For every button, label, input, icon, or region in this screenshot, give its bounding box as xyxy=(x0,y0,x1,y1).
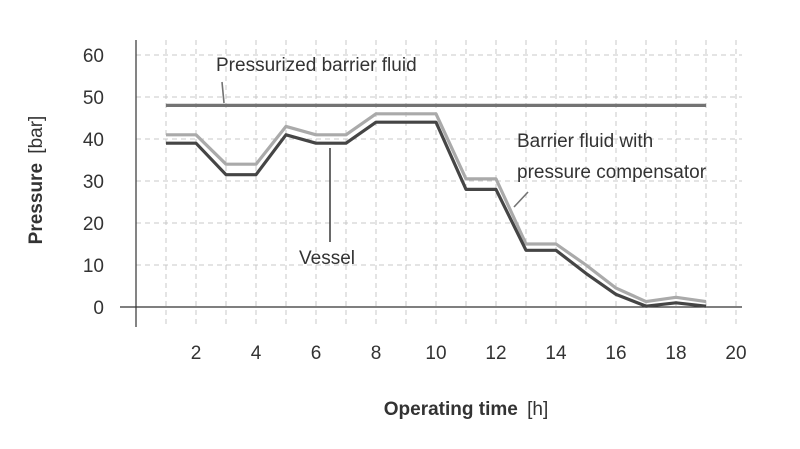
x-tick-label-6: 6 xyxy=(311,343,322,364)
series-lines xyxy=(166,103,707,308)
annotation-compensator-line2: pressure compensator xyxy=(517,162,707,183)
y-tick-label-10: 10 xyxy=(83,256,104,277)
x-tick-label-4: 4 xyxy=(251,343,262,364)
y-axis-title: Pressure [bar] xyxy=(26,116,47,245)
x-tick-label-10: 10 xyxy=(425,343,446,364)
axes xyxy=(120,40,742,327)
y-tick-label-60: 60 xyxy=(83,46,104,67)
x-axis-title-unit: [h] xyxy=(527,399,548,420)
y-tick-label-30: 30 xyxy=(83,172,104,193)
annotation-vessel: Vessel xyxy=(299,248,355,269)
x-tick-label-16: 16 xyxy=(605,343,626,364)
series-vessel xyxy=(166,120,707,308)
x-tick-label-18: 18 xyxy=(665,343,686,364)
tick-labels: 0 10 20 30 40 50 60 2 4 6 8 10 12 14 16 18 20 xyxy=(83,46,747,364)
leader-compensator xyxy=(513,191,529,208)
grid xyxy=(136,40,742,327)
y-axis-title-unit: [bar] xyxy=(26,116,47,154)
x-tick-label-8: 8 xyxy=(371,343,382,364)
y-tick-label-50: 50 xyxy=(83,88,104,109)
y-tick-label-20: 20 xyxy=(83,214,104,235)
y-tick-label-40: 40 xyxy=(83,130,104,151)
annotation-compensator-line1: Barrier fluid with xyxy=(517,131,653,152)
x-axis-title-bold: Operating time xyxy=(384,399,518,420)
y-tick-label-0: 0 xyxy=(93,298,104,319)
x-tick-label-12: 12 xyxy=(485,343,506,364)
x-tick-label-20: 20 xyxy=(725,343,746,364)
annotation-compensator: Barrier fluid with pressure compensator xyxy=(517,131,707,183)
leader-pressurized xyxy=(221,81,225,104)
x-tick-label-14: 14 xyxy=(545,343,567,364)
y-axis-title-bold: Pressure xyxy=(26,163,47,244)
annotation-pressurized: Pressurized barrier fluid xyxy=(216,55,417,76)
annotation-leaders xyxy=(221,81,529,242)
series-barrier-fluid-with-pressure-compensator xyxy=(166,112,707,304)
x-tick-label-2: 2 xyxy=(191,343,202,364)
x-axis-title: Operating time [h] xyxy=(384,399,548,420)
